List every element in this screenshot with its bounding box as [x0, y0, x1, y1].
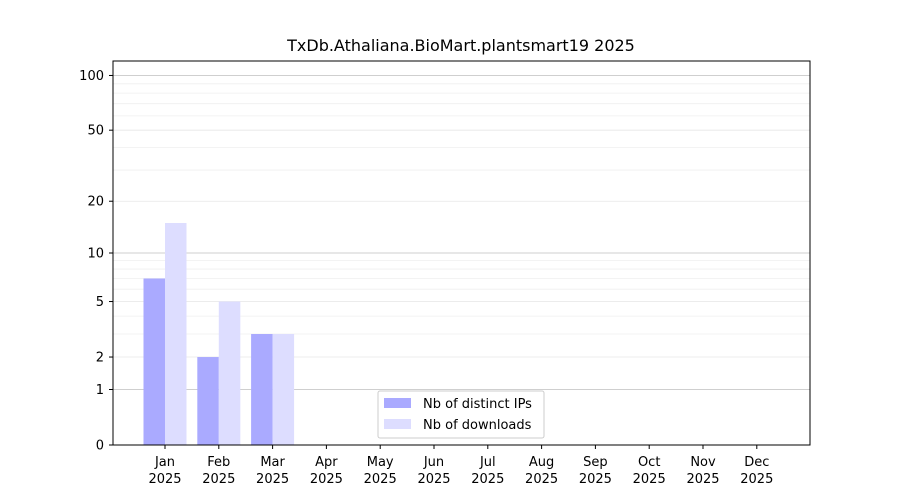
x-tick-label-year: 2025 — [525, 472, 558, 487]
x-tick-label-month: Oct — [638, 455, 660, 470]
x-tick-label-year: 2025 — [417, 472, 450, 487]
legend-box — [377, 390, 545, 439]
y-tick-label: 20 — [87, 195, 104, 210]
x-tick-label-month: Dec — [744, 455, 769, 470]
y-axis: 0 1 2 5 10 20 50 100 — [79, 69, 113, 454]
x-tick-label-month: Aug — [529, 455, 554, 470]
x-tick-label-year: 2025 — [633, 472, 666, 487]
x-tick-label-month: Jan — [154, 455, 175, 470]
y-tick-label: 50 — [87, 124, 104, 139]
x-tick-label-month: Feb — [207, 455, 230, 470]
x-tick-label-month: Apr — [315, 455, 338, 470]
x-tick-label-month: Jun — [423, 455, 444, 470]
x-tick-label-month: Jul — [479, 455, 496, 470]
x-tick-label-year: 2025 — [471, 472, 504, 487]
legend-label-distinct-ips: Nb of distinct IPs — [423, 397, 532, 412]
bar-distinct-ips-mar — [251, 333, 273, 445]
bar-downloads-mar — [272, 333, 295, 445]
legend: Nb of distinct IPs Nb of downloads — [377, 390, 545, 439]
bar-downloads-jan — [165, 222, 187, 445]
x-tick-label-month: Nov — [690, 455, 716, 470]
y-tick-label: 1 — [96, 383, 104, 398]
x-tick-label-year: 2025 — [202, 472, 235, 487]
x-tick-label-year: 2025 — [148, 472, 181, 487]
x-tick-label-year: 2025 — [310, 472, 343, 487]
y-tick-label: 5 — [96, 295, 104, 310]
x-tick-label-year: 2025 — [686, 472, 719, 487]
x-tick-label-month: Sep — [583, 455, 608, 470]
bars — [143, 222, 295, 445]
x-tick-label-year: 2025 — [740, 472, 773, 487]
y-tick-label: 10 — [87, 247, 104, 262]
bar-distinct-ips-jan — [143, 278, 165, 445]
grid — [113, 74, 810, 390]
y-tick-label: 2 — [96, 351, 104, 366]
x-tick-label-year: 2025 — [579, 472, 612, 487]
y-tick-label: 100 — [79, 69, 104, 84]
x-tick-label-year: 2025 — [256, 472, 289, 487]
chart-title: TxDb.Athaliana.BioMart.plantsmart19 2025 — [286, 36, 635, 55]
bar-downloads-feb — [218, 301, 241, 445]
x-tick-label-month: Mar — [260, 455, 285, 470]
legend-swatch-downloads — [384, 419, 411, 429]
bar-distinct-ips-feb — [197, 357, 219, 445]
y-tick-label: 0 — [96, 439, 104, 454]
x-tick-label-month: May — [367, 455, 394, 470]
x-tick-label-year: 2025 — [364, 472, 397, 487]
x-axis: Jan 2025 Feb 2025 Mar 2025 Apr 2025 May 2025 Jun 20… — [148, 445, 773, 487]
legend-label-downloads: Nb of downloads — [423, 418, 532, 433]
legend-swatch-distinct-ips — [384, 398, 411, 408]
